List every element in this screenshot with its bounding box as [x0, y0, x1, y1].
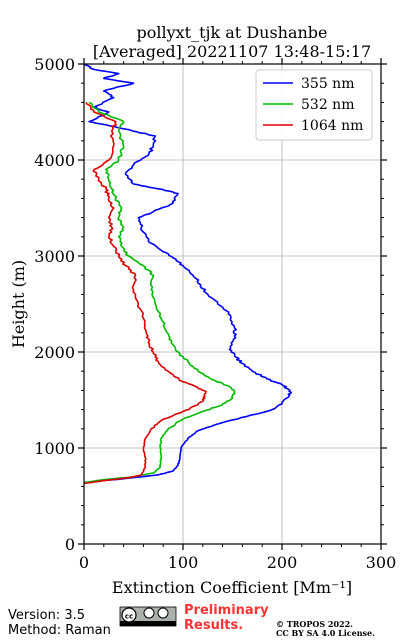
x-tick-label: 300 — [366, 553, 397, 572]
plot-frame — [83, 63, 382, 545]
chart-title-line1: pollyxt_tjk at Dushanbe — [136, 23, 327, 42]
x-axis-label: Extinction Coefficient [Mm⁻¹] — [112, 578, 352, 597]
preliminary-text-line2: Results. — [184, 618, 243, 633]
series-line-532-nm — [83, 101, 236, 484]
method-text: Method: Raman — [8, 623, 111, 638]
legend-label-1064: 1064 nm — [301, 118, 363, 134]
svg-text:cc: cc — [125, 613, 133, 621]
x-tick-label: 100 — [168, 553, 199, 572]
copyright-line1: © TROPOS 2022. — [276, 619, 353, 629]
legend: 355 nm 532 nm 1064 nm — [255, 69, 373, 141]
series-line-1064-nm — [83, 102, 207, 485]
by-icon — [143, 607, 155, 619]
y-axis-label: Height (m) — [9, 260, 28, 348]
copyright-line2: CC BY SA 4.0 License. — [276, 628, 375, 638]
legend-label-532: 532 nm — [301, 97, 354, 113]
x-tick-label: 0 — [79, 553, 89, 572]
cc-icon — [121, 607, 137, 623]
y-tick-label: 4000 — [34, 151, 75, 170]
y-tick-label: 1000 — [34, 439, 75, 458]
legend-box — [255, 69, 373, 141]
version-text: Version: 3.5 — [8, 608, 85, 623]
y-tick-label: 3000 — [34, 247, 75, 266]
y-tick-label: 0 — [65, 535, 75, 554]
legend-label-355: 355 nm — [301, 76, 354, 92]
series-lines — [83, 63, 292, 485]
preliminary-text-line1: Preliminary — [184, 603, 269, 618]
series-line-355-nm — [83, 63, 292, 484]
y-tick-label: 5000 — [34, 55, 75, 74]
x-tick-label: 200 — [267, 553, 298, 572]
cc-license-logo: cc — [119, 606, 177, 627]
y-tick-label: 2000 — [34, 343, 75, 362]
chart-title-line2: [Averaged] 20221107 13:48-15:17 — [93, 42, 371, 61]
sa-icon — [157, 607, 169, 619]
